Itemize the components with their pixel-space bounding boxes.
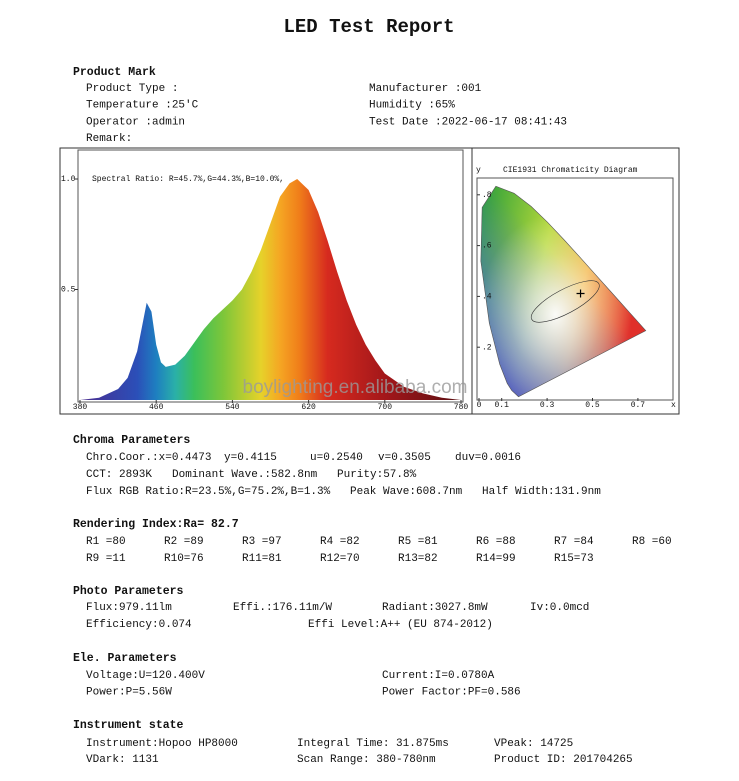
cie-horseshoe (480, 186, 646, 397)
parameter: Instrument:Hopoo HP8000 (86, 738, 238, 750)
parameter: Integral Time: 31.875ms (297, 738, 449, 750)
cie-x-label: x (671, 401, 676, 410)
parameter: R15=73 (554, 553, 594, 565)
watermark: boylighting.en.alibaba.com (243, 377, 468, 398)
section-heading: Rendering Index:Ra= 82.7 (73, 518, 239, 531)
parameter: R6 =88 (476, 536, 516, 548)
parameter: Dominant Wave.:582.8nm (172, 469, 318, 481)
parameter: Flux:979.11lm (86, 602, 172, 614)
cie-title: CIE1931 Chromaticity Diagram (503, 166, 638, 175)
field: Operator :admin (86, 116, 185, 128)
parameter: R4 =82 (320, 536, 360, 548)
parameter: y=0.4115 (224, 452, 277, 464)
field: Remark: (86, 133, 132, 145)
parameter: Voltage:U=120.400V (86, 670, 205, 682)
parameter: Iv:0.0mcd (530, 602, 589, 614)
planck-region (530, 280, 600, 323)
parameter: VPeak: 14725 (494, 738, 573, 750)
section-heading: Photo Parameters (73, 585, 184, 598)
y-tick-label: .8 (482, 191, 492, 200)
cie-color (480, 186, 646, 397)
y-tick-label: .4 (482, 293, 492, 302)
parameter: R10=76 (164, 553, 204, 565)
parameter: R2 =89 (164, 536, 204, 548)
x-tick-label: 0 (477, 401, 482, 410)
parameter: v=0.3505 (378, 452, 431, 464)
parameter: Effi Level:A++ (EU 874-2012) (308, 619, 493, 631)
chromaticity-point (576, 289, 585, 298)
parameter: CCT: 2893K (86, 469, 152, 481)
parameter: Half Width:131.9nm (482, 486, 601, 498)
parameter: R12=70 (320, 553, 360, 565)
parameter: R5 =81 (398, 536, 438, 548)
x-tick-label: 780 (454, 403, 469, 412)
parameter: u=0.2540 (310, 452, 363, 464)
cie-outline (480, 185, 647, 398)
y-tick-label: .6 (482, 242, 492, 251)
parameter: Current:I=0.0780A (382, 670, 495, 682)
y-tick-label: 1.0 (61, 175, 76, 184)
parameter: Chro.Coor.:x=0.4473 (86, 452, 211, 464)
parameter: Flux RGB Ratio:R=23.5%,G=75.2%,B=1.3% (86, 486, 331, 498)
field: Test Date :2022-06-17 08:41:43 (369, 116, 567, 128)
x-tick-label: 0.7 (631, 401, 646, 410)
x-tick-label: 620 (301, 403, 316, 412)
parameter: Product ID: 201704265 (494, 754, 633, 766)
report-title: LED Test Report (283, 16, 454, 38)
field: Humidity :65% (369, 100, 455, 112)
field: Product Type : (86, 83, 178, 95)
x-tick-label: 540 (225, 403, 240, 412)
parameter: R14=99 (476, 553, 516, 565)
parameter: Effi.:176.11m/W (233, 602, 332, 614)
field: Manufacturer :001 (369, 83, 482, 95)
x-tick-label: 0.5 (585, 401, 600, 410)
parameter: Purity:57.8% (337, 469, 417, 481)
parameter: Efficiency:0.074 (86, 619, 192, 631)
x-tick-label: 380 (73, 403, 88, 412)
field: Temperature :25'C (86, 100, 199, 112)
cie-y-label: y (476, 166, 481, 175)
x-tick-label: 0.3 (540, 401, 555, 410)
parameter: Power Factor:PF=0.586 (382, 686, 521, 698)
parameter: R3 =97 (242, 536, 282, 548)
parameter: Scan Range: 380-780nm (297, 754, 436, 766)
parameter: Power:P=5.56W (86, 686, 172, 698)
parameter: R11=81 (242, 553, 282, 565)
parameter: VDark: 1131 (86, 754, 159, 766)
cie-axes (476, 177, 674, 401)
spectrum-area (80, 179, 461, 400)
chart-frame (59, 147, 680, 415)
parameter: Peak Wave:608.7nm (350, 486, 463, 498)
x-tick-label: 700 (378, 403, 393, 412)
x-tick-label: 0.1 (494, 401, 509, 410)
parameter: R8 =60 (632, 536, 672, 548)
parameter: R1 =80 (86, 536, 126, 548)
y-tick-label: 0.5 (61, 286, 76, 295)
parameter: R7 =84 (554, 536, 594, 548)
section-heading: Chroma Parameters (73, 434, 190, 447)
section-heading: Ele. Parameters (73, 652, 177, 665)
spectrum-label: Spectral Ratio: R=45.7%,G=44.3%,B=10.0%, (92, 175, 284, 184)
section-heading: Product Mark (73, 66, 156, 79)
x-tick-label: 460 (149, 403, 164, 412)
parameter: Radiant:3027.8mW (382, 602, 488, 614)
y-tick-label: .2 (482, 343, 492, 352)
parameter: R13=82 (398, 553, 438, 565)
section-heading: Instrument state (73, 719, 184, 732)
parameter: duv=0.0016 (455, 452, 521, 464)
spectrum-axes (77, 149, 464, 403)
parameter: R9 =11 (86, 553, 126, 565)
